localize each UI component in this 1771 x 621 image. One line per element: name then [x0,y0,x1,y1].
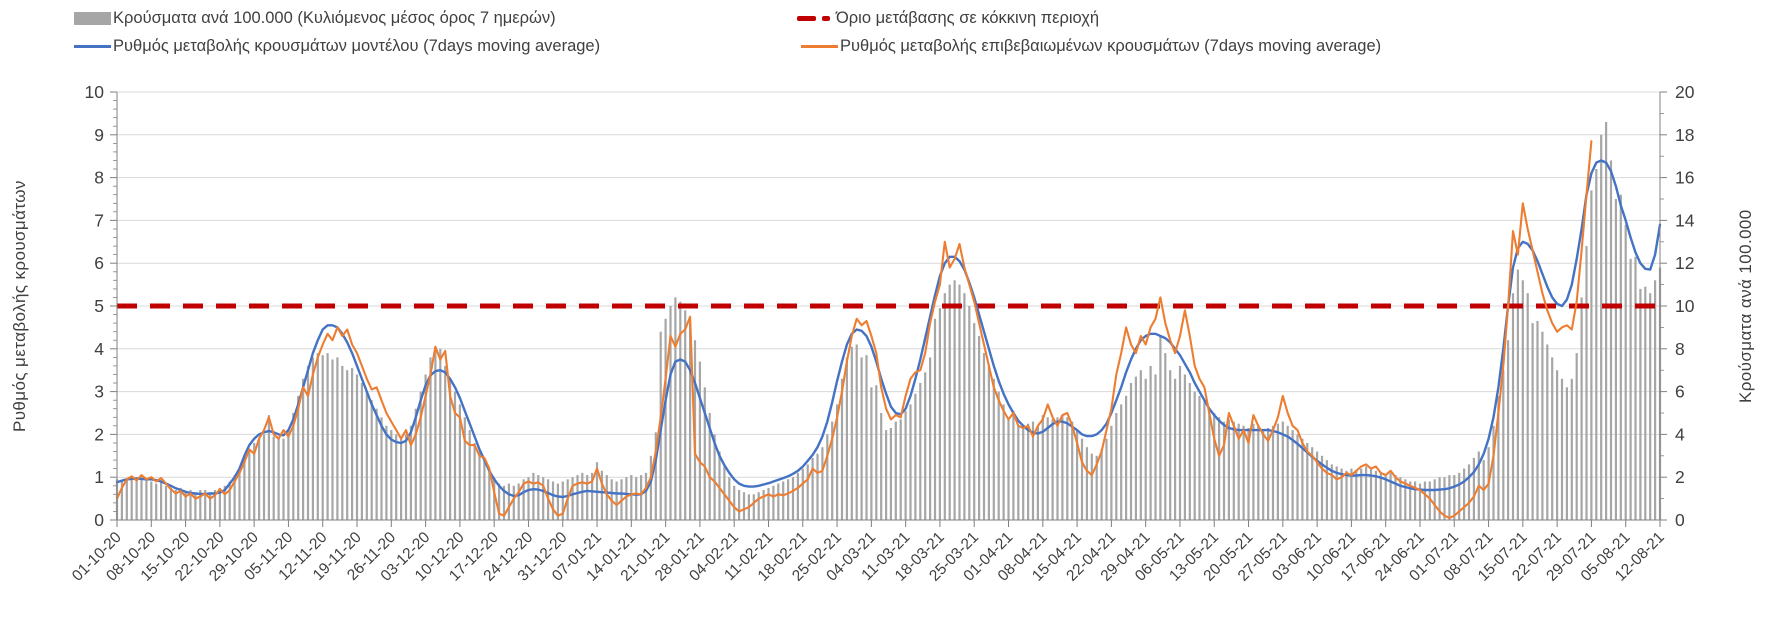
orange-line-swatch [801,45,838,48]
svg-text:3: 3 [94,382,104,402]
svg-text:2: 2 [1675,467,1685,487]
gridlines [117,91,1660,478]
svg-text:20: 20 [1675,82,1695,102]
legend-item-model-line: Ρυθμός μεταβολής κρουσμάτων μοντέλου (7d… [74,37,600,56]
dashed-line-swatch [797,16,834,21]
svg-text:6: 6 [1675,382,1685,402]
left-axis-title: Ρυθμός μεταβολής κρουσμάτων [10,180,29,432]
legend-item-confirmed-line: Ρυθμός μεταβολής επιβεβαιωμένων κρουσμάτ… [801,37,1381,56]
svg-text:10: 10 [1675,296,1695,316]
legend-item-cases-bars: Κρούσματα ανά 100.000 (Κυλιόμενος μέσος … [74,9,556,28]
svg-text:10: 10 [85,82,105,102]
bar-swatch [74,12,111,25]
svg-text:18: 18 [1675,125,1694,145]
svg-text:16: 16 [1675,168,1694,188]
svg-text:5: 5 [94,296,104,316]
svg-text:4: 4 [1675,424,1685,444]
bars-series [115,122,1662,521]
svg-text:6: 6 [94,253,104,273]
legend-label: Όριο μετάβασης σε κόκκινη περιοχή [836,9,1100,27]
svg-text:4: 4 [94,339,104,359]
svg-text:12: 12 [1675,253,1694,273]
svg-text:0: 0 [1675,510,1685,530]
legend-item-threshold: Όριο μετάβασης σε κόκκινη περιοχή [797,9,1099,28]
svg-text:9: 9 [94,125,104,145]
svg-text:8: 8 [1675,339,1685,359]
model-line [115,159,1662,499]
legend-label: Ρυθμός μεταβολής επιβεβαιωμένων κρουσμάτ… [840,37,1382,55]
svg-text:0: 0 [94,510,104,530]
confirmed-line [115,140,1593,519]
legend-label: Κρούσματα ανά 100.000 (Κυλιόμενος μέσος … [113,9,556,27]
blue-line-swatch [74,45,111,48]
svg-text:14: 14 [1675,210,1695,230]
svg-text:2: 2 [94,424,104,444]
svg-text:7: 7 [94,210,104,230]
right-axis-title: Κρούσματα ανά 100.000 [1736,209,1755,403]
svg-text:1: 1 [94,467,104,487]
svg-text:8: 8 [94,168,104,188]
legend-label: Ρυθμός μεταβολής κρουσμάτων μοντέλου (7d… [113,37,601,55]
